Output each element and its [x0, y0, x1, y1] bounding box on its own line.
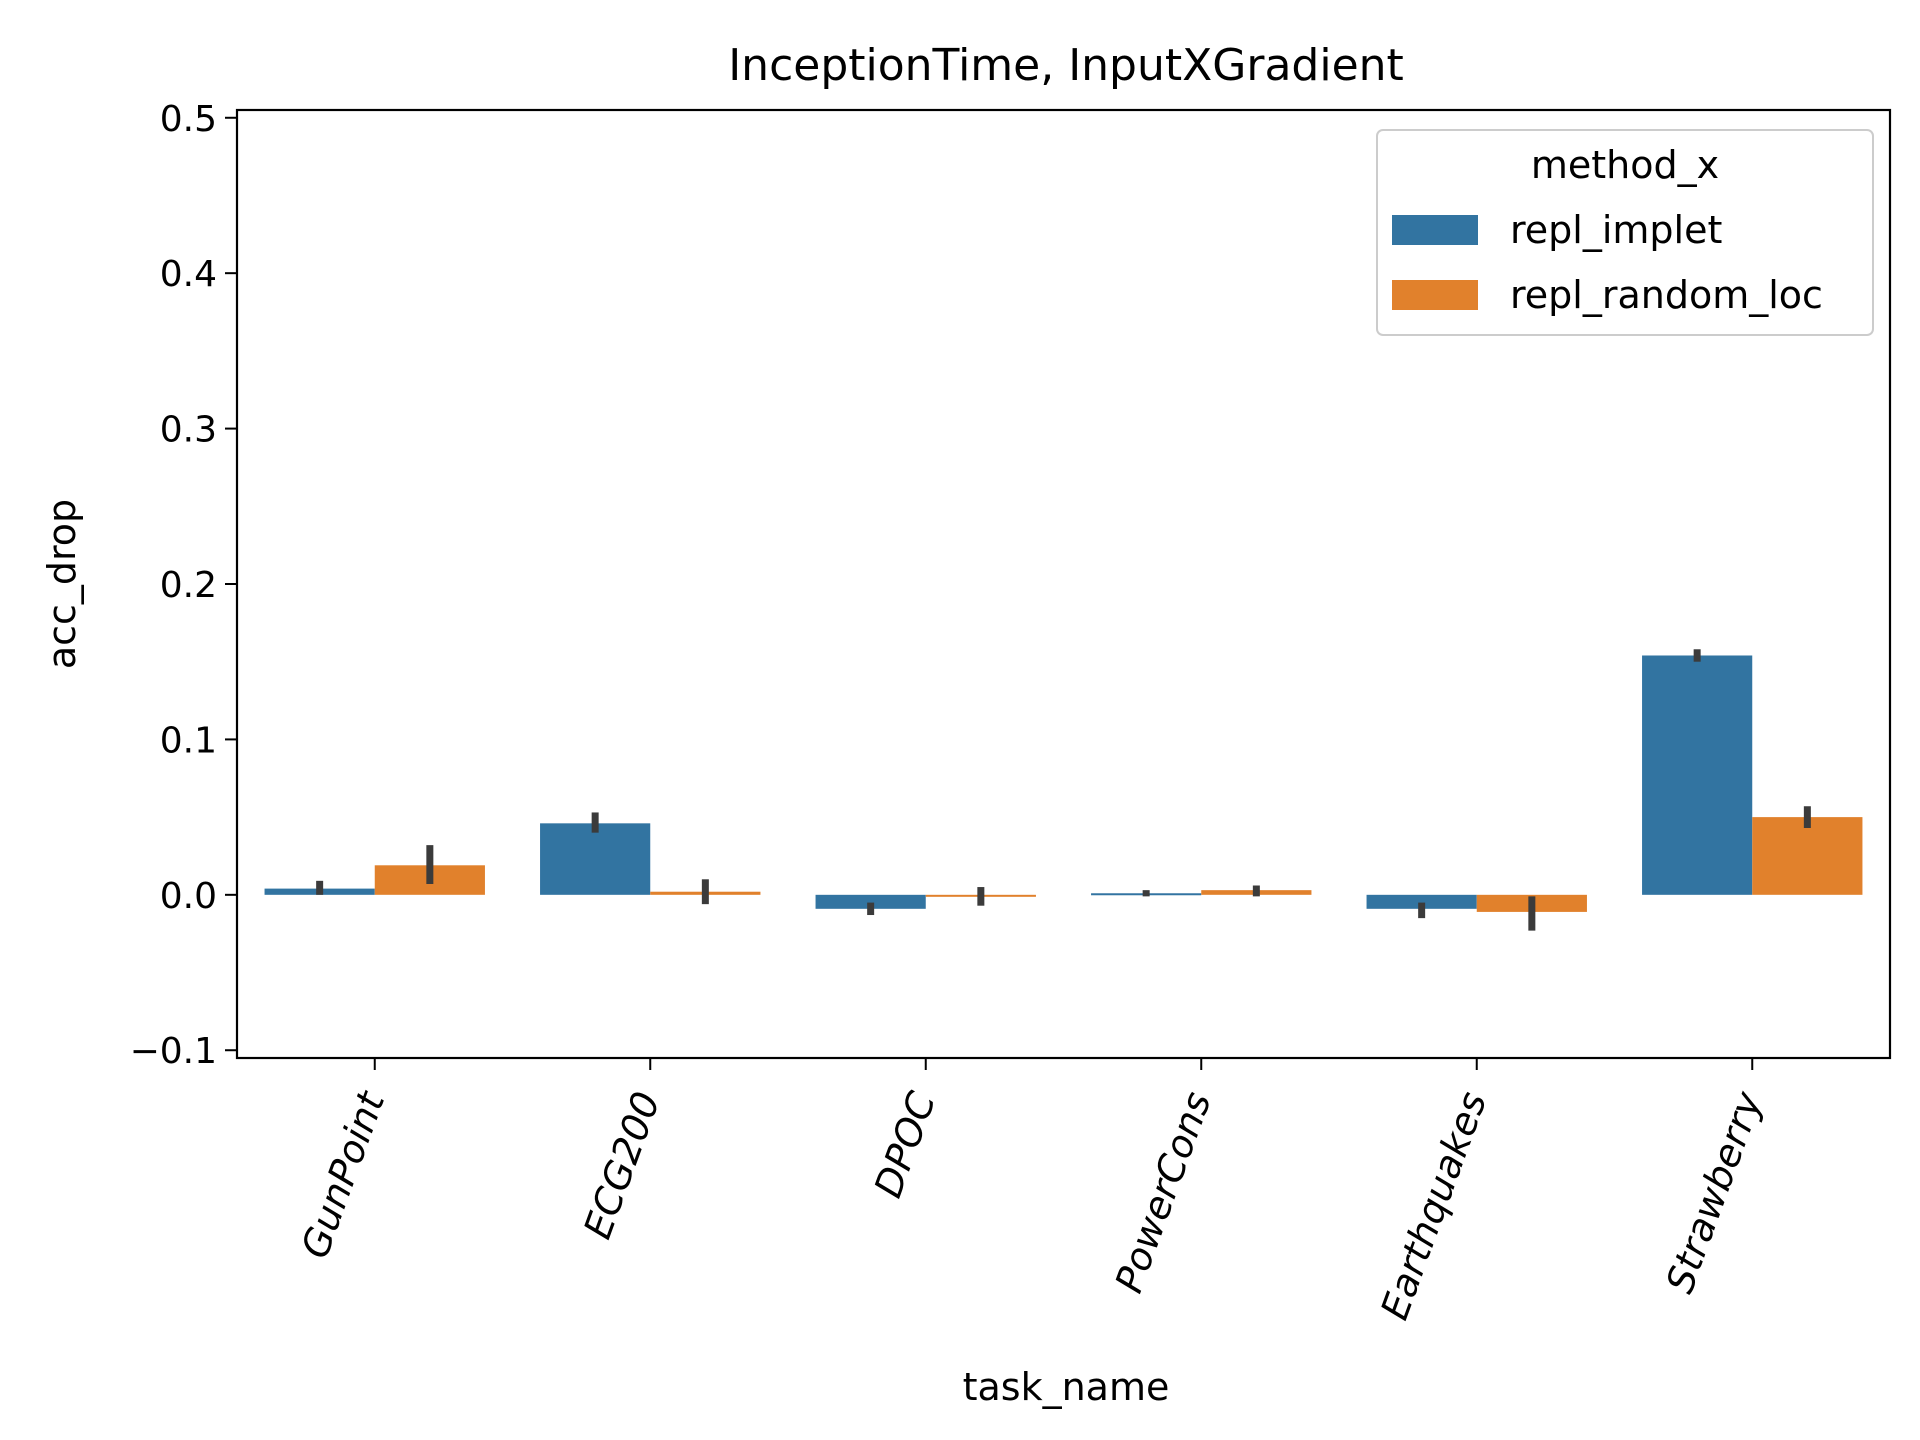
y-tick-label: −0.1: [130, 1031, 217, 1072]
x-tick-label: GunPoint: [293, 1084, 394, 1264]
legend: method_x repl_implet repl_random_loc: [1376, 129, 1874, 336]
bar-repl-implet-earthquakes: [1366, 894, 1477, 909]
x-axis-label: task_name: [963, 1365, 1170, 1409]
y-tick-label: 0.5: [160, 99, 217, 140]
legend-swatch-repl-random-loc: [1392, 280, 1478, 310]
y-tick-label: 0.0: [160, 876, 217, 917]
x-tick-label: ECG200: [575, 1086, 669, 1244]
legend-frame: [1376, 129, 1874, 336]
x-tick-label: DPOC: [866, 1086, 945, 1204]
y-tick-label: 0.2: [160, 565, 217, 606]
bar-repl-implet-strawberry: [1642, 655, 1753, 895]
bar-repl-random-loc-strawberry: [1752, 817, 1863, 895]
y-tick-label: 0.4: [160, 254, 217, 295]
y-tick-label: 0.3: [160, 410, 217, 451]
legend-label-repl-implet: repl_implet: [1510, 208, 1722, 252]
x-tick-label: Earthquakes: [1372, 1086, 1495, 1325]
x-tick-label: Strawberry: [1657, 1086, 1770, 1299]
legend-title: method_x: [1531, 143, 1719, 187]
x-tick-label: PowerCons: [1107, 1086, 1220, 1298]
bar-repl-implet-ecg200: [540, 823, 651, 895]
legend-label-repl-random-loc: repl_random_loc: [1510, 273, 1823, 317]
y-tick-label: 0.1: [160, 720, 217, 761]
chart-title: InceptionTime, InputXGradient: [728, 40, 1404, 91]
bar-repl-implet-dpoc: [815, 894, 926, 909]
y-axis-label: acc_drop: [40, 499, 84, 669]
legend-swatch-repl-implet: [1392, 215, 1478, 245]
